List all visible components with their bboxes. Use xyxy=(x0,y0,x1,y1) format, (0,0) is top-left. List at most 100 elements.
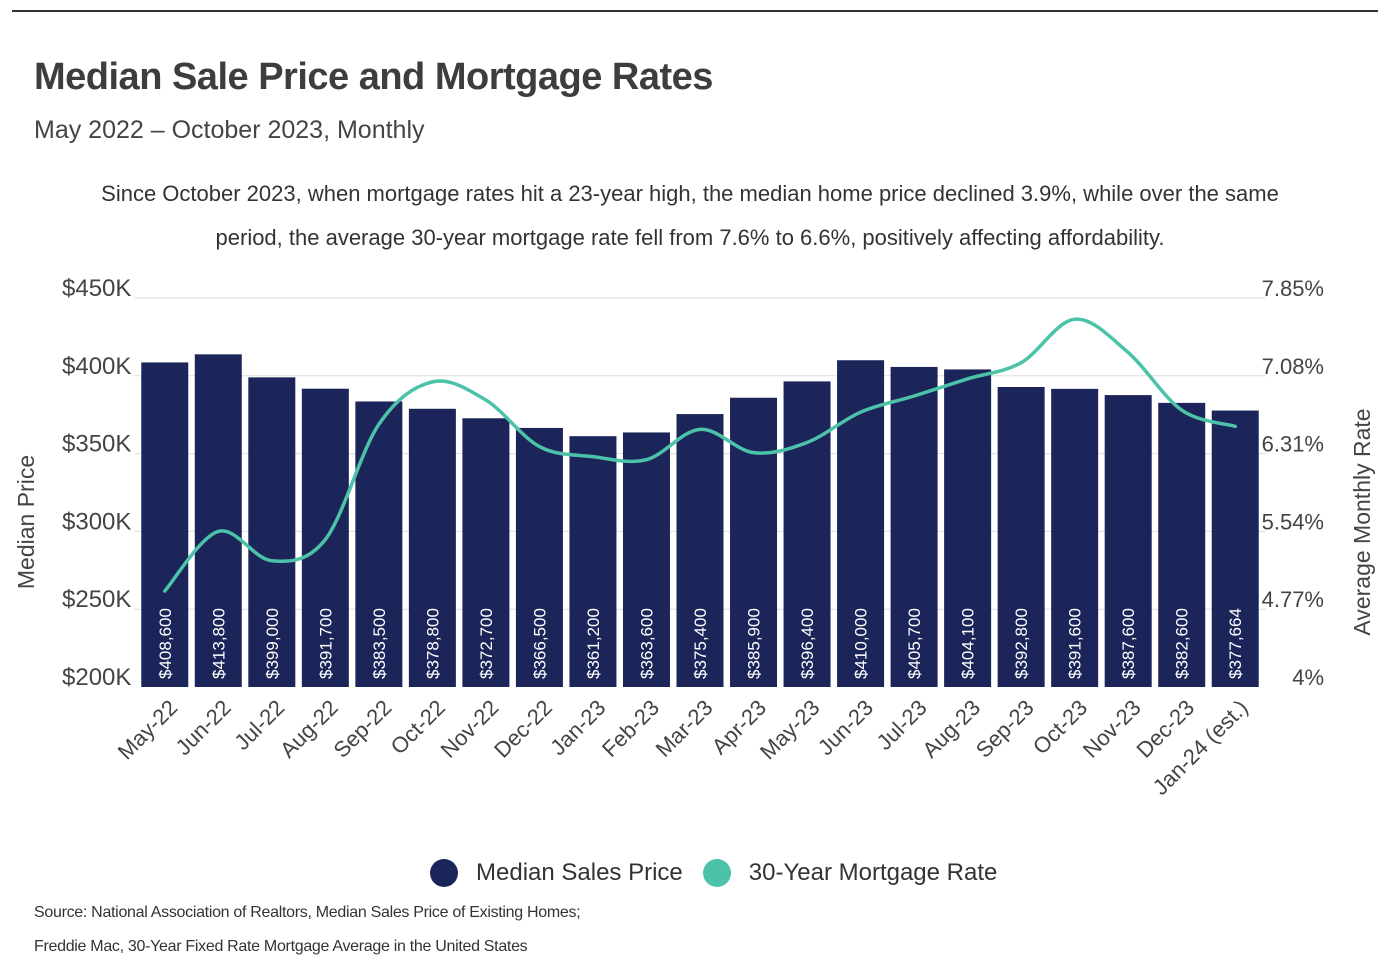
bar-value-label: $391,700 xyxy=(316,608,335,679)
legend-item-rate: 30-Year Mortgage Rate xyxy=(702,859,998,887)
rate-point xyxy=(752,451,756,455)
bar xyxy=(248,377,296,687)
bar xyxy=(783,381,831,687)
bar xyxy=(890,366,938,687)
rate-point xyxy=(270,559,274,563)
bar-value-label: $387,600 xyxy=(1119,608,1138,679)
left-tick-label: $350K xyxy=(62,431,131,458)
source-line-2: Freddie Mac, 30-Year Fixed Rate Mortgage… xyxy=(34,938,528,955)
bar xyxy=(1211,410,1259,687)
bar-value-label: $372,700 xyxy=(477,608,496,679)
bar-value-label: $396,400 xyxy=(798,608,817,679)
bar xyxy=(462,418,510,687)
legend-swatch-rate xyxy=(702,859,731,887)
rate-point xyxy=(1019,361,1023,365)
rate-point xyxy=(805,440,809,444)
right-tick-label: 7.85% xyxy=(1262,276,1324,301)
rate-point xyxy=(216,529,220,533)
bar-value-label: $391,600 xyxy=(1066,608,1085,679)
bar-value-label: $413,800 xyxy=(209,608,228,679)
bar xyxy=(997,387,1045,687)
chart-subtitle: May 2022 – October 2023, Monthly xyxy=(34,116,425,144)
bar-value-label: $385,900 xyxy=(745,608,764,679)
rate-point xyxy=(698,427,702,431)
x-tick-label: Mar-23 xyxy=(651,695,718,762)
chart-title: Median Sale Price and Mortgage Rates xyxy=(34,56,713,98)
right-tick-label: 6.31% xyxy=(1262,432,1324,457)
rate-point xyxy=(484,398,488,402)
x-tick-label: Aug-23 xyxy=(917,695,985,763)
bar-value-label: $404,100 xyxy=(959,608,978,679)
bar xyxy=(141,362,189,687)
legend-swatch-price xyxy=(430,859,458,887)
bar-value-label: $361,200 xyxy=(584,608,603,679)
bar-value-label: $363,600 xyxy=(637,608,656,679)
rate-point xyxy=(323,537,327,541)
x-tick-label: Sep-22 xyxy=(329,695,397,763)
chart-description: Since October 2023, when mortgage rates … xyxy=(101,181,1279,250)
rate-point xyxy=(430,380,434,384)
rate-point xyxy=(591,455,595,459)
source-line-1: Source: National Association of Realtors… xyxy=(34,904,581,921)
x-tick-label: May-23 xyxy=(755,695,825,765)
bar xyxy=(837,360,885,687)
rate-point xyxy=(1233,424,1237,428)
bar xyxy=(408,408,456,687)
bar-value-label: $392,800 xyxy=(1012,608,1031,679)
rate-point xyxy=(1126,351,1130,355)
legend-item-price: Median Sales Price xyxy=(430,859,683,887)
bar xyxy=(622,432,670,687)
right-tick-label: 4.77% xyxy=(1262,587,1324,612)
mortgage-rate-line xyxy=(163,317,1237,593)
bar xyxy=(1158,402,1206,687)
right-tick-label: 4% xyxy=(1292,665,1324,690)
rate-point xyxy=(377,422,381,426)
bar-value-label: $408,600 xyxy=(156,608,175,679)
bar xyxy=(515,427,563,687)
rate-point xyxy=(1180,408,1184,412)
left-tick-label: $400K xyxy=(62,353,131,380)
chart-area: $200K 4% $250K 4.77% $300K 5.54% $350K 6.31% $40… xyxy=(13,275,1375,800)
rate-point xyxy=(1073,317,1077,321)
x-tick-label: Aug-22 xyxy=(275,695,343,763)
bar-value-label: $382,600 xyxy=(1173,608,1192,679)
rate-point xyxy=(859,410,863,414)
right-tick-label: 7.08% xyxy=(1262,354,1324,379)
left-tick-label: $450K xyxy=(62,275,131,302)
top-rule xyxy=(12,10,1378,12)
rate-point xyxy=(537,445,541,449)
x-tick-label: Jun-22 xyxy=(171,695,236,760)
legend-label-rate: 30-Year Mortgage Rate xyxy=(748,859,998,886)
rate-point xyxy=(912,394,916,398)
bar xyxy=(944,369,992,687)
bar-value-label: $383,500 xyxy=(370,608,389,679)
right-tick-label: 5.54% xyxy=(1262,509,1324,534)
left-tick-label: $250K xyxy=(62,586,131,613)
right-axis-title: Average Monthly Rate xyxy=(1349,408,1375,635)
left-tick-label: $200K xyxy=(62,664,131,691)
rate-point xyxy=(966,377,970,381)
left-axis-title: Median Price xyxy=(13,455,39,589)
bar xyxy=(194,354,242,687)
rate-point xyxy=(644,458,648,462)
bar xyxy=(1051,388,1099,687)
bar-value-label: $378,800 xyxy=(423,608,442,679)
rate-point xyxy=(163,589,167,593)
x-tick-label: Jan-23 xyxy=(545,695,610,760)
bar-value-label: $377,664 xyxy=(1226,608,1245,679)
bar-value-label: $410,000 xyxy=(852,608,871,679)
legend-label-price: Median Sales Price xyxy=(476,859,683,886)
bar-value-label: $366,500 xyxy=(530,608,549,679)
x-tick-label: Feb-23 xyxy=(597,695,664,762)
x-tick-label: Dec-22 xyxy=(489,695,557,763)
x-tick-label: Nov-22 xyxy=(436,695,504,763)
bar-value-label: $405,700 xyxy=(905,608,924,679)
bar xyxy=(1104,395,1152,687)
legend: Median Sales Price 30-Year Mortgage Rate xyxy=(430,856,1017,890)
bar-value-label: $399,000 xyxy=(263,608,282,679)
x-tick-label: May-22 xyxy=(113,695,183,765)
bar xyxy=(569,436,617,687)
bar-value-label: $375,400 xyxy=(691,608,710,679)
x-tick-label: Nov-23 xyxy=(1078,695,1146,763)
x-tick-label: Sep-23 xyxy=(971,695,1039,763)
